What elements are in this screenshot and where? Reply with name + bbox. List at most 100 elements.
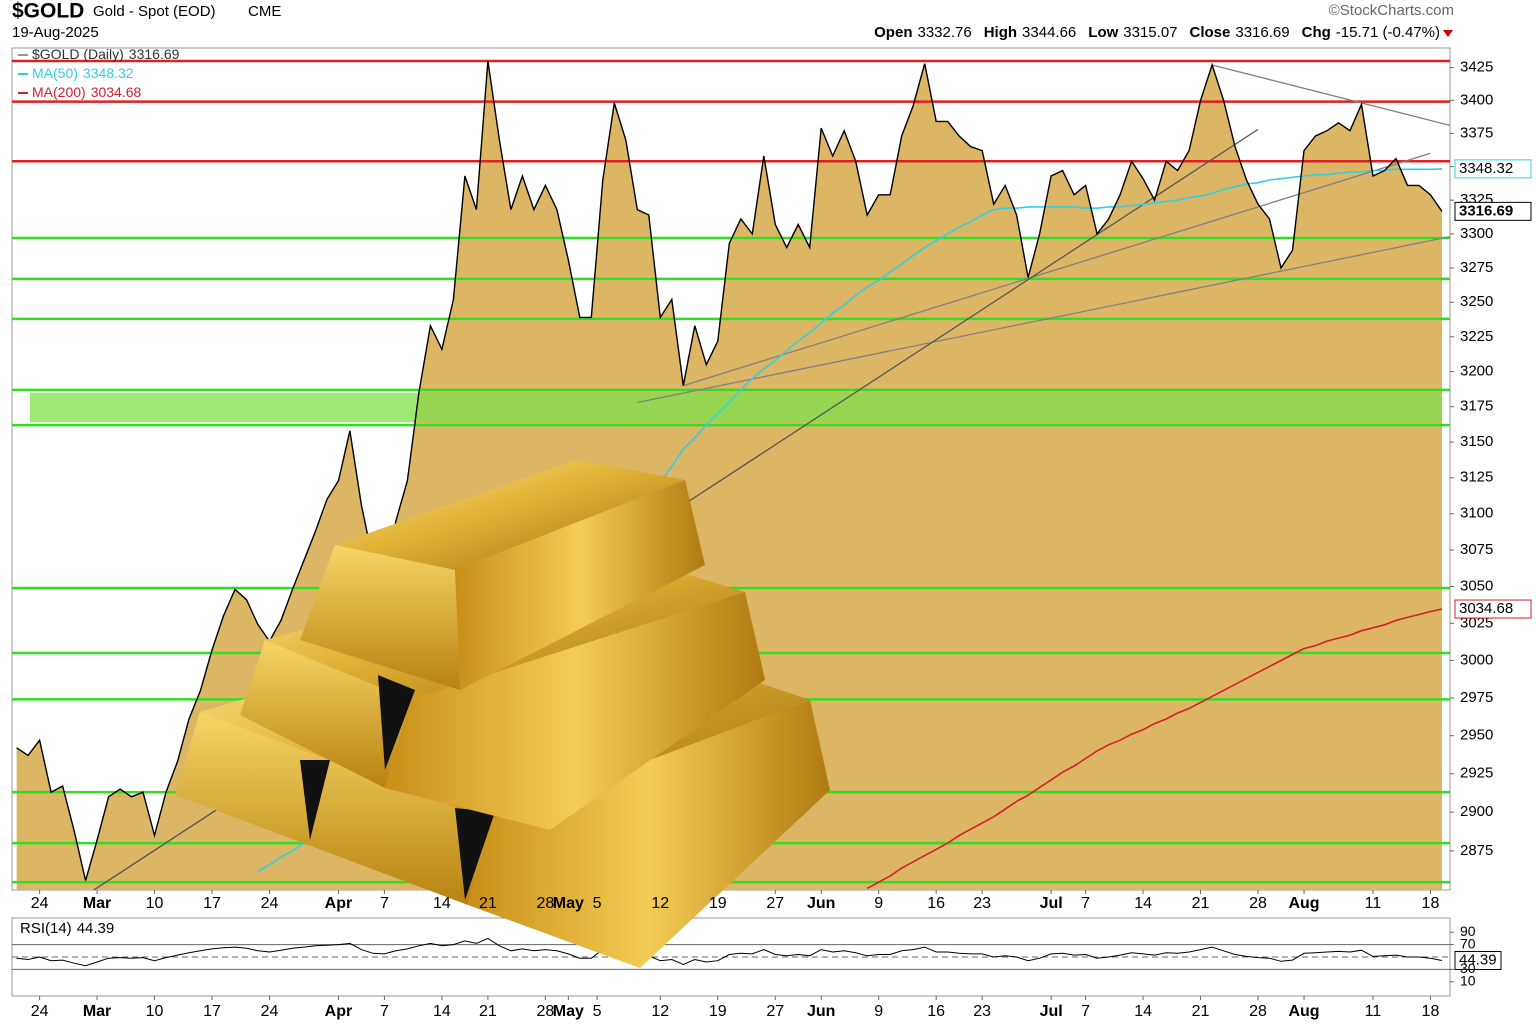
- rsi-y-tick-label: 90: [1460, 923, 1476, 939]
- x-tick-label: 5: [593, 1003, 602, 1020]
- y-tick-label: 3300: [1460, 225, 1493, 242]
- x-tick-label: 27: [766, 1003, 784, 1020]
- overlay: $GOLD Gold - Spot (EOD) CME ©StockCharts…: [12, 0, 1532, 912]
- x-tick-label: 24: [261, 895, 279, 912]
- x-tick-label: 24: [261, 1003, 279, 1020]
- x-tick-label: Mar: [83, 895, 111, 912]
- legend-entry: MA(200) 3034.68: [32, 84, 142, 100]
- legend-value: 3348.32: [83, 65, 134, 81]
- rsi-y-tick-label: 30: [1460, 960, 1476, 976]
- rsi-line: [16, 937, 1443, 967]
- x-tick-label: 7: [1081, 895, 1090, 912]
- price-tag-label: 3034.68: [1459, 600, 1513, 617]
- y-tick-label: 3400: [1460, 91, 1493, 108]
- x-tick-label: 14: [1134, 895, 1152, 912]
- quote-label: Chg: [1302, 24, 1331, 41]
- x-tick-label: 11: [1365, 895, 1382, 912]
- x-tick-label: Apr: [325, 895, 353, 912]
- y-tick-label: 2875: [1460, 842, 1493, 859]
- x-tick-label: 12: [651, 1003, 669, 1020]
- y-tick-label: 2900: [1460, 803, 1493, 820]
- legend-entry: $GOLD (Daily) 3316.69: [32, 46, 180, 62]
- y-tick-label: 3425: [1460, 59, 1493, 76]
- y-tick-label: 3175: [1460, 398, 1493, 415]
- support-band: [30, 392, 1442, 423]
- quote-value: 3332.76: [917, 24, 971, 41]
- quote-label: High: [984, 24, 1017, 41]
- price-tag: [1454, 201, 1532, 221]
- x-tick-label: Mar: [83, 1003, 111, 1020]
- x-tick-label: 18: [1422, 895, 1440, 912]
- rsi-tag: [1454, 950, 1502, 970]
- y-tick-label: 3050: [1460, 577, 1493, 594]
- x-tick-label: 21: [1192, 1003, 1210, 1020]
- quote-value: 3316.69: [1235, 24, 1289, 41]
- y-tick-label: 2950: [1460, 727, 1493, 744]
- quote: Open 3332.76 High 3344.66 Low 3315.07 Close 331…: [874, 24, 1440, 41]
- gold-bars: [175, 460, 830, 968]
- x-tick-label: 17: [203, 895, 221, 912]
- price-line: [16, 60, 1443, 881]
- x-tick-label: 16: [927, 895, 945, 912]
- quote-label: Close: [1190, 24, 1231, 41]
- x-tick-label: Aug: [1288, 895, 1319, 912]
- y-tick-label: 3025: [1460, 614, 1493, 631]
- x-tick-label: Aug: [1288, 1003, 1319, 1020]
- x-tick-label: 23: [973, 1003, 991, 1020]
- quote-label: Open: [874, 24, 912, 41]
- quote-label: Low: [1088, 24, 1118, 41]
- x-tick-label: Apr: [325, 1003, 353, 1020]
- rsi-y-tick-label: 10: [1460, 973, 1476, 989]
- trend-line: [1211, 64, 1450, 127]
- x-tick-label: Jun: [807, 895, 835, 912]
- down-icon: [1443, 30, 1453, 37]
- trend-line: [683, 152, 1431, 387]
- x-tick-label: 12: [651, 895, 669, 912]
- quote-value: -15.71 (-0.47%): [1336, 24, 1440, 41]
- legend-name: $GOLD (Daily): [32, 46, 124, 62]
- price-tag-label: 3316.69: [1459, 202, 1513, 219]
- y-tick-label: 2975: [1460, 689, 1493, 706]
- ma-line: [866, 608, 1443, 890]
- rsi-name: RSI(14): [20, 920, 72, 937]
- x-tick-label: 24: [31, 1003, 49, 1020]
- legend-name: MA(50): [32, 65, 78, 81]
- y-tick-label: 3100: [1460, 505, 1493, 522]
- x-tick-label: 19: [709, 895, 727, 912]
- x-tick-label: 28: [1249, 895, 1267, 912]
- x-tick-label: 11: [1365, 1003, 1382, 1020]
- x-tick-label: 9: [874, 895, 883, 912]
- y-tick-label: 3075: [1460, 541, 1493, 558]
- x-tick-label: 7: [380, 1003, 389, 1020]
- y-tick-label: 3125: [1460, 469, 1493, 486]
- rsi-panel: [12, 937, 1450, 970]
- x-tick-label: 28: [536, 895, 554, 912]
- y-tick-label: 3225: [1460, 328, 1493, 345]
- quote-value: 3344.66: [1022, 24, 1076, 41]
- x-tick-label: 21: [479, 1003, 497, 1020]
- x-tick-label: 17: [203, 1003, 221, 1020]
- x-tick-label: Jun: [807, 1003, 835, 1020]
- rsi-y-tick-label: 70: [1460, 935, 1476, 951]
- y-tick-label: 3375: [1460, 124, 1493, 141]
- legend-value: 3034.68: [91, 84, 142, 100]
- x-tick-label: 14: [433, 1003, 451, 1020]
- x-tick-label: 14: [1134, 1003, 1152, 1020]
- x-tick-label: May: [553, 1003, 584, 1020]
- legend-entry: MA(50) 3348.32: [32, 65, 134, 81]
- exchange: CME: [248, 3, 281, 20]
- x-tick-label: 7: [380, 895, 389, 912]
- x-tick-label: 10: [146, 895, 164, 912]
- x-tick-label: Jul: [1040, 1003, 1063, 1020]
- x-tick-label: 21: [479, 895, 497, 912]
- legend-value: 3316.69: [129, 46, 180, 62]
- x-tick-label: 7: [1081, 1003, 1090, 1020]
- date: 19-Aug-2025: [12, 24, 99, 41]
- x-tick-label: 5: [593, 895, 602, 912]
- rsi-frame: [11, 917, 1451, 997]
- instrument-name: Gold - Spot (EOD): [93, 3, 216, 20]
- symbol: $GOLD: [12, 0, 84, 23]
- trend-line: [637, 236, 1450, 404]
- x-tick-label: 21: [1192, 895, 1210, 912]
